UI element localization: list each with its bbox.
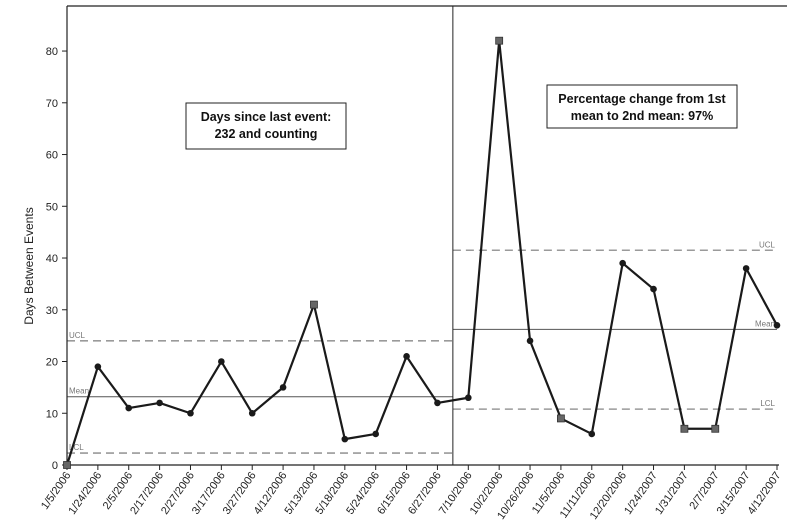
data-point-flagged bbox=[680, 424, 689, 433]
data-series bbox=[65, 39, 778, 466]
y-tick-label: 10 bbox=[46, 408, 58, 420]
data-point bbox=[742, 265, 750, 272]
data-point bbox=[187, 409, 194, 417]
ucl-label: UCL bbox=[759, 240, 776, 249]
data-point bbox=[341, 435, 349, 443]
y-tick-label: 40 bbox=[46, 253, 58, 265]
y-tick-label: 80 bbox=[46, 46, 58, 58]
data-point bbox=[372, 430, 379, 438]
y-tick-label: 70 bbox=[46, 98, 58, 110]
y-tick-label: 30 bbox=[46, 305, 58, 317]
axes: 010203040506070801/5/20061/24/20062/5/20… bbox=[39, 5, 787, 522]
data-point bbox=[218, 358, 225, 365]
data-point bbox=[248, 409, 256, 417]
annotation-text: mean to 2nd mean: 97% bbox=[571, 109, 713, 123]
lcl-label: LCL bbox=[760, 399, 775, 408]
data-point bbox=[94, 363, 102, 370]
data-point bbox=[156, 399, 163, 407]
annotation-box: Percentage change from 1st mean to 2nd me… bbox=[546, 84, 738, 129]
data-point bbox=[434, 399, 441, 407]
y-tick-label: 50 bbox=[46, 201, 58, 213]
data-point bbox=[773, 321, 781, 329]
annotation-frame bbox=[185, 102, 347, 150]
data-point-flagged bbox=[711, 424, 720, 433]
data-point bbox=[465, 394, 472, 402]
y-axis-label: Days Between Events bbox=[22, 207, 36, 324]
y-tick-label: 0 bbox=[52, 460, 58, 472]
series-line bbox=[65, 39, 778, 466]
data-point-flagged bbox=[63, 461, 71, 469]
y-tick-label: 60 bbox=[46, 150, 58, 162]
data-point bbox=[125, 404, 133, 412]
annotation-frame bbox=[546, 84, 738, 129]
y-tick-label: 20 bbox=[46, 357, 58, 369]
control-limits: UCL Mean LCL UCL Mean LCL bbox=[67, 240, 777, 454]
ucl-label: UCL bbox=[69, 331, 86, 340]
data-points bbox=[63, 36, 781, 469]
data-point bbox=[279, 384, 287, 391]
annotation-text: Days since last event: bbox=[201, 110, 332, 124]
annotation-box: Days since last event: 232 and counting bbox=[185, 102, 347, 150]
data-point-flagged bbox=[557, 414, 565, 423]
data-point bbox=[403, 353, 410, 360]
x-tick-label: 2/5/2006 bbox=[101, 470, 135, 512]
annotations: Days since last event: 232 and counting Pe… bbox=[185, 84, 738, 150]
x-tick-label: 1/5/2006 bbox=[39, 470, 73, 512]
data-point-flagged bbox=[310, 300, 318, 309]
mean-label: Mean bbox=[755, 319, 775, 328]
data-point bbox=[619, 259, 626, 267]
lcl-label: LCL bbox=[69, 443, 84, 452]
x-tick-label: 2/7/2007 bbox=[687, 470, 721, 512]
annotation-text: 232 and counting bbox=[215, 127, 318, 141]
data-point bbox=[588, 430, 596, 438]
mean-label: Mean bbox=[69, 387, 89, 396]
annotation-text: Percentage change from 1st bbox=[558, 92, 726, 106]
data-point bbox=[526, 337, 534, 345]
data-point-flagged bbox=[495, 36, 504, 45]
data-point bbox=[650, 285, 657, 293]
